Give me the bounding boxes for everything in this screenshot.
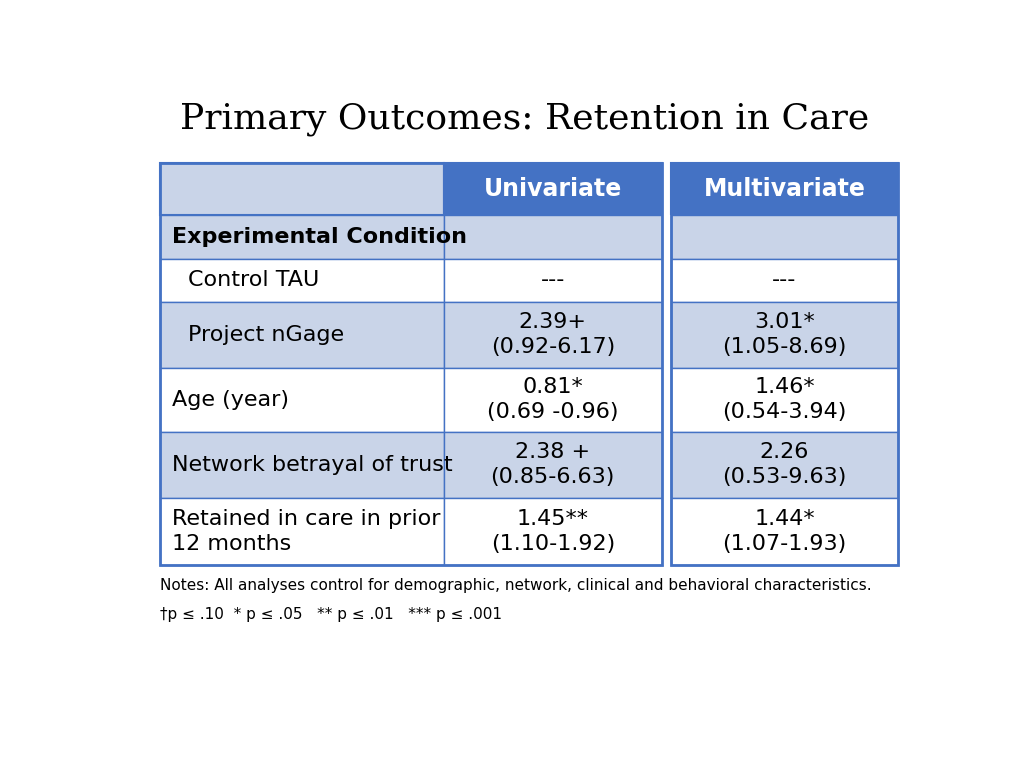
Text: 1.45**
(1.10-1.92): 1.45** (1.10-1.92) (490, 509, 614, 554)
Text: Univariate: Univariate (483, 177, 622, 200)
Bar (443, 368, 662, 432)
Bar (160, 368, 443, 432)
Bar (671, 302, 898, 368)
Bar (160, 302, 443, 368)
Bar (662, 498, 671, 565)
Bar (160, 432, 443, 498)
Text: Multivariate: Multivariate (703, 177, 865, 200)
Text: Retained in care in prior
12 months: Retained in care in prior 12 months (172, 509, 440, 554)
Bar (671, 163, 898, 214)
Bar (443, 259, 662, 302)
Text: †p ≤ .10  * p ≤ .05   ** p ≤ .01   *** p ≤ .001: †p ≤ .10 * p ≤ .05 ** p ≤ .01 *** p ≤ .0… (160, 607, 502, 621)
Bar (671, 214, 898, 259)
Text: ---: --- (541, 270, 565, 290)
Text: Network betrayal of trust: Network betrayal of trust (172, 455, 453, 475)
Bar (160, 498, 443, 565)
Text: Notes: All analyses control for demographic, network, clinical and behavioral ch: Notes: All analyses control for demograp… (160, 578, 871, 593)
Bar (662, 259, 671, 302)
Bar (443, 163, 662, 214)
Bar (671, 368, 898, 432)
Bar (662, 214, 671, 259)
Text: 3.01*
(1.05-8.69): 3.01* (1.05-8.69) (722, 313, 847, 357)
Bar (443, 302, 662, 368)
Text: Age (year): Age (year) (172, 389, 289, 409)
Bar (443, 432, 662, 498)
Bar (160, 214, 443, 259)
Bar (671, 498, 898, 565)
Text: 0.81*
(0.69 -0.96): 0.81* (0.69 -0.96) (487, 377, 618, 422)
Bar (671, 432, 898, 498)
Bar (662, 432, 671, 498)
Bar (443, 214, 662, 259)
Bar (160, 163, 443, 214)
Text: 1.46*
(0.54-3.94): 1.46* (0.54-3.94) (722, 377, 847, 422)
Text: Project nGage: Project nGage (187, 325, 344, 345)
Text: 2.26
(0.53-9.63): 2.26 (0.53-9.63) (722, 442, 847, 487)
Text: 1.44*
(1.07-1.93): 1.44* (1.07-1.93) (722, 509, 847, 554)
Text: Experimental Condition: Experimental Condition (172, 227, 467, 247)
Bar (671, 163, 898, 565)
Bar (443, 498, 662, 565)
Text: Control TAU: Control TAU (187, 270, 318, 290)
Bar (662, 368, 671, 432)
Bar (160, 259, 443, 302)
Bar (662, 163, 671, 214)
Text: ---: --- (772, 270, 797, 290)
Bar (671, 259, 898, 302)
Bar (160, 163, 662, 565)
Text: Primary Outcomes: Retention in Care: Primary Outcomes: Retention in Care (180, 102, 869, 136)
Text: 2.38 +
(0.85-6.63): 2.38 + (0.85-6.63) (490, 442, 615, 487)
Bar (662, 302, 671, 368)
Text: 2.39+
(0.92-6.17): 2.39+ (0.92-6.17) (490, 313, 614, 357)
